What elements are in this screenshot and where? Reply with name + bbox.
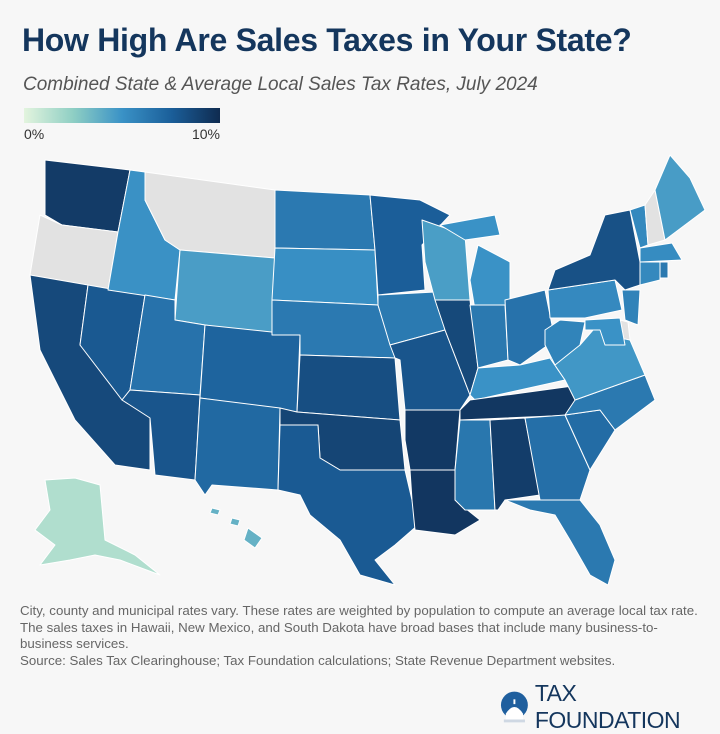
tax-foundation-logo: TAX FOUNDATION [500,680,720,734]
state-tx [277,424,419,586]
page-title: How High Are Sales Taxes in Your State? [22,22,632,58]
state-me [654,154,706,241]
state-az [121,389,201,481]
state-mi [469,244,511,311]
state-hi [209,507,221,516]
legend-gradient-bar [24,108,220,123]
state-ny [547,209,641,291]
state-ak [34,477,161,576]
state-ms [454,419,496,511]
capitol-dome-icon [500,691,528,723]
state-nj [621,289,641,326]
state-oh [504,289,556,366]
state-wa [44,159,131,233]
state-mi [439,214,501,241]
state-mn [369,194,451,296]
state-hi [243,527,263,549]
state-co [199,324,301,413]
state-wv [544,319,586,366]
methodology-note: City, county and municipal rates vary. T… [20,603,698,651]
legend-min-label: 0% [24,126,45,142]
state-ar [404,409,461,471]
state-ct [639,261,661,286]
state-ks [296,354,401,421]
state-ma [639,242,683,263]
state-hi [229,517,241,527]
state-sd [271,247,379,306]
state-ri [659,261,669,279]
footnotes: City, county and municipal rates vary. T… [20,603,710,669]
state-fl [504,499,616,586]
state-ga [524,414,591,501]
logo-text: TAX FOUNDATION [534,680,681,733]
color-legend: 0% 10% [24,108,220,142]
state-md [584,317,626,346]
state-nd [274,189,376,251]
legend-max-label: 10% [191,126,220,142]
source-note: Source: Sales Tax Clearinghouse; Tax Fou… [20,652,616,668]
state-nm [194,397,281,496]
subtitle: Combined State & Average Local Sales Tax… [23,74,538,95]
state-tn [459,384,581,421]
